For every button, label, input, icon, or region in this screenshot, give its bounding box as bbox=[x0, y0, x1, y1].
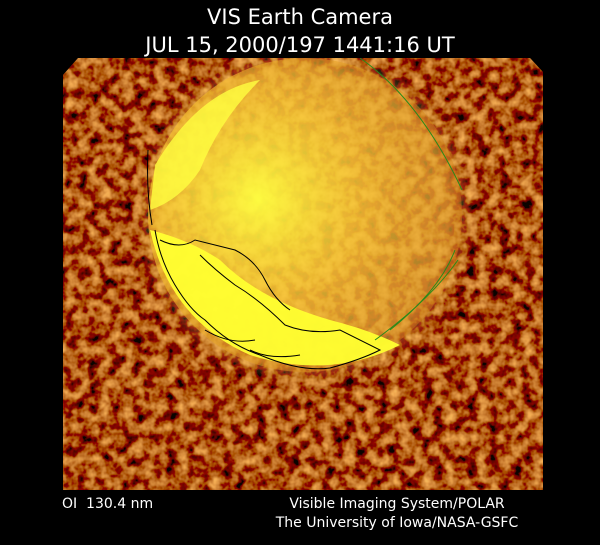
credit-line-1: Visible Imaging System/POLAR bbox=[289, 496, 505, 512]
credit-line-2: The University of Iowa/NASA-GSFC bbox=[275, 515, 519, 531]
coastlines bbox=[147, 149, 382, 370]
camera-image bbox=[63, 58, 543, 490]
grid-lines bbox=[359, 58, 463, 341]
timestamp: JUL 15, 2000/197 1441:16 UT bbox=[143, 33, 455, 57]
wavelength: OI 130.4 nm bbox=[62, 496, 153, 512]
title: VIS Earth Camera bbox=[207, 5, 393, 29]
